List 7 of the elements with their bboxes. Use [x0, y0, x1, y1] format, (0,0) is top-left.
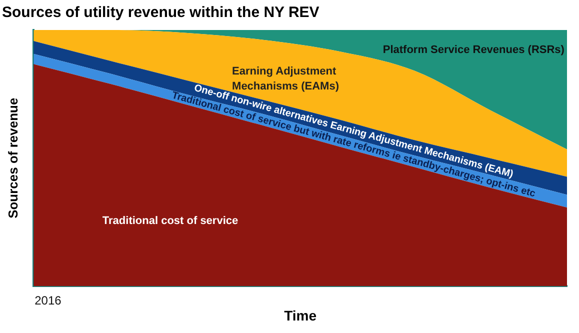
chart-title: Sources of utility revenue within the NY REV [2, 4, 320, 22]
text: 2016 [34, 294, 62, 308]
x-axis-title: Time [284, 307, 317, 324]
series-label: Platform Service Revenues (RSRs) [382, 44, 565, 56]
series-label: Earning Adjustment Mechanisms (EAMs) [232, 66, 340, 93]
y-axis-title: Sources of revenue [5, 98, 20, 218]
series-label: Traditional cost of service [102, 215, 238, 228]
